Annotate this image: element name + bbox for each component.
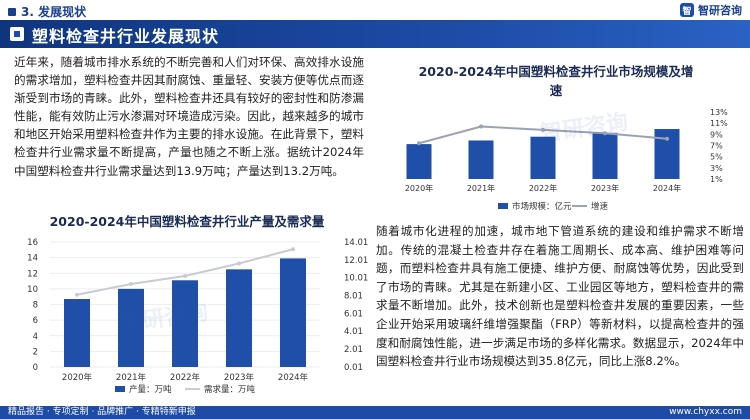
legend-demand: 需求量：万吨 [204, 384, 256, 395]
banner-title: 塑料检查井行业发展现状 [32, 27, 220, 46]
chart1-right-tick: 4.01 [344, 327, 363, 337]
chart2-right-tick: 1% [710, 175, 723, 184]
banner-square-icon [10, 27, 24, 41]
chart1-line [75, 247, 295, 297]
chart1-right-tick: 0.01 [344, 363, 363, 373]
chart2-growth-point [479, 124, 483, 129]
chart2-legend: 市场规模：亿元 增速 [498, 201, 609, 212]
chart1-right-tick: 10.01 [344, 274, 368, 284]
market-size-chart: 2020-2024年中国塑料检查井行业市场规模及增 速 1% 3% 5% 7% 9% 11… [405, 64, 728, 212]
chart2-x-labels: 2020年 2021年 2022年 2023年 2024年 [405, 183, 681, 193]
chart1-demand-point [237, 261, 241, 266]
chart2-right-tick: 5% [710, 153, 723, 162]
chart2-x-label: 2023年 [591, 183, 619, 193]
chart2-bar [654, 129, 680, 179]
paragraph-2: 随着城市化进程的加速，城市地下管道系统的建设和维护需求不断增加。传统的混凝土检查… [376, 224, 744, 369]
chart1-bars [64, 258, 306, 367]
footer-services: 精品报告 · 专项定制 · 品牌推广 · 专精特新申报 [8, 407, 196, 417]
chart2-growth-point [541, 127, 545, 132]
production-demand-chart: 2020-2024年中国塑料检查井行业产量及需求量 0246810121416 … [27, 214, 368, 395]
chart1-left-tick: 16 [27, 238, 38, 248]
chart1-x-labels: 2020年 2021年 2022年 2023年 2024年 [62, 372, 309, 383]
chart2-growth-point [665, 136, 669, 141]
chart1-left-tick: 10 [27, 285, 38, 295]
chart1-right-axis: 0.01 2.01 4.01 6.01 8.01 10.01 12.01 14.01 [344, 238, 368, 373]
chart2-bar [592, 132, 618, 179]
section-bullet-icon [8, 7, 16, 16]
chart2-x-label: 2024年 [653, 183, 681, 193]
legend-bar-swatch [115, 386, 125, 392]
chart1-x-label: 2023年 [224, 372, 255, 383]
chart1-bar [172, 280, 198, 367]
chart1-x-label: 2024年 [278, 372, 309, 383]
brand-name: 智研咨询 [698, 4, 742, 17]
chart1-title: 2020-2024年中国塑料检查井行业产量及需求量 [50, 214, 325, 229]
legend-market-size: 市场规模：亿元 [512, 201, 572, 212]
chart1-demand-point [129, 282, 133, 287]
paragraph-1: 近年来，随着城市排水系统的不断完善和人们对环保、高效排水设施的需求增加，塑料检查… [14, 55, 364, 178]
section-tag: 3. 发展现状 [8, 3, 86, 20]
chart1-bar [226, 269, 252, 367]
chart2-bar [530, 136, 556, 179]
legend-production: 产量：万吨 [129, 384, 172, 395]
chart1-bar [118, 288, 144, 367]
chart2-growth-point [417, 141, 421, 146]
chart1-right-tick: 14.01 [344, 238, 368, 248]
chart2-right-tick: 9% [710, 130, 723, 139]
footer-website[interactable]: www.chyxx.com [669, 407, 742, 417]
chart2-x-label: 2021年 [467, 183, 495, 193]
chart2-right-axis: 1% 3% 5% 7% 9% 11% 13% [710, 108, 728, 184]
chart1-x-label: 2021年 [116, 372, 147, 383]
brand-logo-icon: 智 [680, 3, 694, 17]
chart1-demand-point [291, 247, 295, 252]
chart1-right-tick: 2.01 [344, 345, 363, 355]
footer-bar: 精品报告 · 专项定制 · 品牌推广 · 专精特新申报 www.chyxx.co… [0, 406, 750, 419]
chart2-growth-point [603, 131, 607, 136]
chart1-demand-point [183, 273, 187, 278]
chart2-bar [406, 144, 432, 179]
chart2-title-line2: 速 [550, 83, 563, 98]
chart1-bar [64, 299, 90, 367]
section-label: 3. 发展现状 [21, 5, 87, 19]
chart1-x-label: 2022年 [170, 372, 201, 383]
brand: 智 智研咨询 [680, 2, 742, 18]
chart2-right-tick: 11% [710, 119, 728, 128]
chart1-right-tick: 8.01 [344, 292, 363, 302]
chart1-left-tick: 2 [33, 347, 38, 357]
chart2-right-tick: 13% [710, 108, 728, 117]
top-bar: 3. 发展现状 智 智研咨询 [0, 0, 750, 20]
chart1-left-tick: 0 [33, 363, 38, 373]
chart2-title: 2020-2024年中国塑料检查井行业市场规模及增 [419, 64, 694, 79]
chart1-left-tick: 6 [33, 316, 38, 326]
chart2-x-label: 2020年 [405, 183, 433, 193]
chart1-legend: 产量：万吨 需求量：万吨 [115, 384, 256, 395]
chart1-x-label: 2020年 [62, 372, 93, 383]
chart1-right-tick: 12.01 [344, 256, 368, 266]
chart2-line [417, 124, 669, 146]
chart1-right-tick: 6.01 [344, 309, 363, 319]
chart1-left-tick: 4 [33, 332, 38, 342]
title-banner: 塑料检查井行业发展现状 [0, 20, 750, 48]
chart1-left-tick: 8 [33, 301, 38, 311]
legend-growth: 增速 [591, 201, 609, 212]
chart2-right-tick: 3% [710, 164, 723, 173]
legend-bar-swatch [498, 203, 508, 209]
chart2-bar [468, 140, 494, 179]
chart1-demand-point [75, 292, 79, 297]
chart2-right-tick: 7% [710, 142, 723, 151]
chart1-left-tick: 12 [27, 269, 38, 279]
chart1-left-tick: 14 [27, 254, 38, 264]
chart1-left-axis: 0 2 4 6 8 10 12 14 16 [27, 238, 38, 373]
chart1-bar [280, 258, 306, 367]
chart2-x-label: 2022年 [529, 183, 557, 193]
